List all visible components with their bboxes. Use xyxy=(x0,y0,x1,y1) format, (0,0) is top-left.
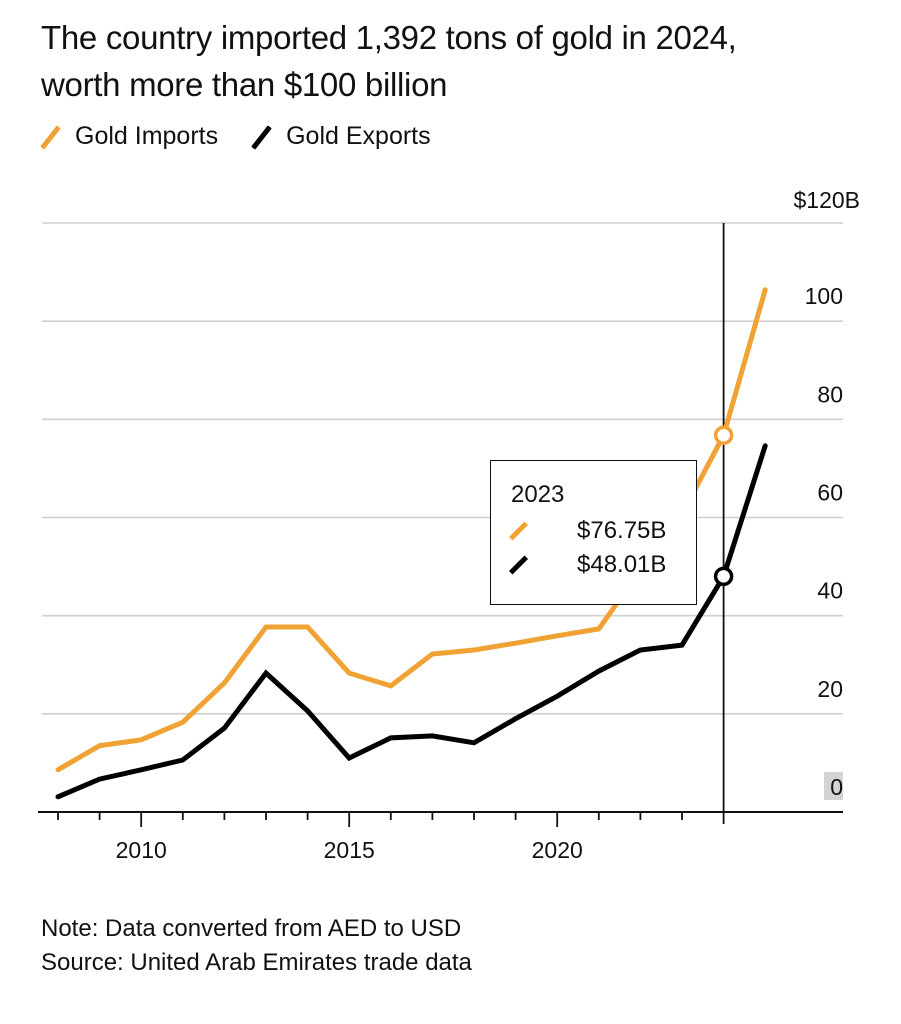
legend: Gold Imports Gold Exports xyxy=(41,122,465,151)
hover-marker-imports xyxy=(713,425,734,446)
legend-label-exports: Gold Exports xyxy=(286,122,431,150)
x-axis: 2010 2015 2020 xyxy=(38,811,843,863)
y-tick-label: 100 xyxy=(805,283,843,309)
y-tick-highlight xyxy=(824,772,843,800)
hover-marker-exports xyxy=(713,566,734,587)
y-tick-label: 60 xyxy=(817,480,843,506)
y-tick-label: 0 xyxy=(830,774,843,800)
legend-item-imports[interactable]: Gold Imports xyxy=(41,122,218,151)
y-tick-label: $120B xyxy=(793,187,860,213)
y-tick-label: 40 xyxy=(817,578,843,604)
series-line-exports xyxy=(55,443,768,800)
legend-label-imports: Gold Imports xyxy=(75,122,219,150)
y-axis-labels: 0 20 40 60 80 100 $120B xyxy=(793,187,860,800)
tooltip-exports-value: $48.01B xyxy=(577,551,667,578)
y-tick-label: 20 xyxy=(817,676,843,702)
tooltip-imports-value: $76.75B xyxy=(577,517,667,544)
footnotes: Note: Data converted from AED to USD Sou… xyxy=(41,912,472,980)
tooltip-year: 2023 xyxy=(511,481,565,508)
gridlines xyxy=(42,222,843,715)
imports-swatch-icon xyxy=(511,520,525,542)
tooltip-row-exports: $48.01B xyxy=(511,551,666,579)
source-text: Source: United Arab Emirates trade data xyxy=(41,949,472,976)
chart-title: The country imported 1,392 tons of gold … xyxy=(41,19,737,103)
tooltip-row-imports: $76.75B xyxy=(511,517,666,545)
x-tick-label: 2015 xyxy=(324,837,375,863)
exports-swatch-icon xyxy=(511,554,525,576)
x-tick-label: 2010 xyxy=(116,837,167,863)
legend-item-exports[interactable]: Gold Exports xyxy=(252,122,431,151)
y-tick-label: 80 xyxy=(817,381,843,407)
hover-tooltip: 2023 $76.75B $48.01B xyxy=(490,460,697,605)
x-tick-label: 2020 xyxy=(532,837,583,863)
note-text: Note: Data converted from AED to USD xyxy=(41,915,462,942)
hover-markers xyxy=(713,425,734,587)
